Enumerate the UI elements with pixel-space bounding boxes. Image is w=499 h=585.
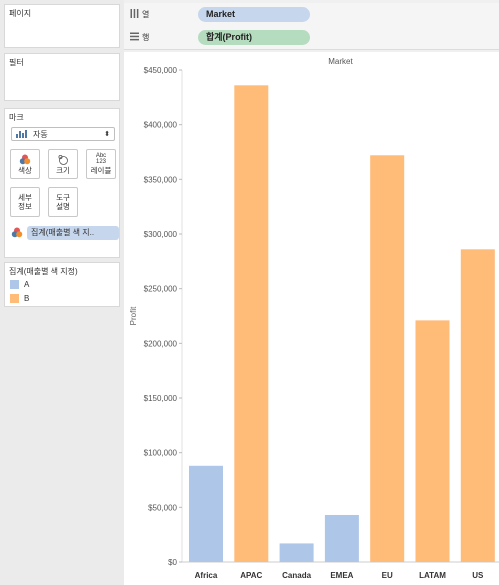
x-tick-label: APAC — [240, 571, 262, 580]
bar[interactable] — [370, 155, 405, 562]
rows-icon — [130, 32, 139, 43]
x-tick-label: LATAM — [419, 571, 446, 580]
color-field-pill[interactable]: 집계(매출별 색 지.. — [27, 226, 119, 240]
legend-label: A — [24, 280, 30, 289]
text-label-icon: Abc 123 — [95, 153, 107, 165]
x-tick-label: Canada — [282, 571, 311, 580]
x-tick-label: EU — [382, 571, 393, 580]
bar-chart-icon — [16, 130, 27, 138]
x-tick-label: Africa — [195, 571, 218, 580]
left-panel: 페이지 필터 마크 자동 ⬍ 색상 크기 Abc 123 레이블 세부 정보 도… — [0, 0, 124, 585]
profit-pill[interactable]: 합계(Profit) — [198, 30, 310, 45]
bar[interactable] — [324, 514, 359, 562]
y-tick-label: $400,000 — [144, 121, 178, 130]
bar[interactable] — [415, 320, 450, 562]
y-tick-label: $300,000 — [144, 230, 178, 239]
bar[interactable] — [460, 249, 495, 562]
color-button[interactable]: 색상 — [10, 149, 40, 179]
rows-shelf-label: 행 — [130, 32, 149, 43]
legend-swatch — [10, 294, 19, 303]
marks-title: 마크 — [9, 113, 24, 122]
color-label: 색상 — [18, 165, 32, 175]
rows-label-text: 행 — [142, 33, 150, 42]
y-tick-label: $0 — [168, 558, 177, 567]
mark-type-dropdown[interactable]: 자동 ⬍ — [11, 127, 115, 141]
y-tick-label: $100,000 — [144, 449, 178, 458]
color-field-row: 집계(매출별 색 지.. — [11, 226, 119, 240]
y-tick-label: $50,000 — [148, 503, 177, 512]
color-legend-card: 집계(매출별 색 지정) A B — [4, 262, 120, 307]
columns-shelf[interactable]: 열 Market — [124, 3, 499, 27]
filters-card[interactable]: 필터 — [4, 53, 120, 101]
legend-item[interactable]: A — [10, 280, 29, 289]
bar[interactable] — [189, 465, 223, 562]
marks-card: 마크 자동 ⬍ 색상 크기 Abc 123 레이블 세부 정보 도구 설명 — [4, 108, 120, 258]
pages-title: 페이지 — [9, 9, 32, 18]
y-tick-label: $350,000 — [144, 175, 178, 184]
label-label: 레이블 — [90, 166, 112, 175]
y-tick-label: $450,000 — [144, 66, 178, 75]
columns-icon — [130, 9, 139, 20]
label-button[interactable]: Abc 123 레이블 — [86, 149, 116, 179]
updown-caret-icon: ⬍ — [104, 131, 110, 138]
market-pill[interactable]: Market — [198, 7, 310, 22]
size-label: 크기 — [56, 165, 70, 175]
tooltip-button[interactable]: 도구 설명 — [48, 187, 78, 217]
legend-swatch — [10, 280, 19, 289]
size-button[interactable]: 크기 — [48, 149, 78, 179]
color-icon — [19, 154, 31, 165]
bar-chart: Market $0 $50,000 $100,000 $150,000 $200,000 $… — [129, 57, 499, 580]
columns-label-text: 열 — [142, 10, 150, 19]
filters-title: 필터 — [9, 58, 24, 67]
columns-shelf-label: 열 — [130, 9, 149, 20]
y-tick-label: $200,000 — [144, 339, 178, 348]
mark-type-value: 자동 — [33, 129, 48, 139]
legend-title: 집계(매출별 색 지정) — [9, 267, 78, 276]
chart-area: Market $0 $50,000 $100,000 $150,000 $200,000 $… — [124, 52, 499, 585]
legend-item[interactable]: B — [10, 294, 29, 303]
y-axis-label: Profit — [129, 306, 138, 325]
pages-card[interactable]: 페이지 — [4, 4, 120, 48]
bar[interactable] — [234, 85, 269, 562]
y-tick-label: $250,000 — [144, 285, 178, 294]
chart-title: Market — [328, 57, 353, 66]
size-icon — [57, 154, 69, 165]
detail-button[interactable]: 세부 정보 — [10, 187, 40, 217]
bar[interactable] — [279, 543, 314, 562]
color-encoding-icon — [11, 227, 23, 240]
rows-shelf[interactable]: 행 합계(Profit) — [124, 26, 499, 50]
x-tick-label: US — [472, 571, 484, 580]
y-tick-label: $150,000 — [144, 394, 178, 403]
legend-label: B — [24, 294, 30, 303]
x-tick-label: EMEA — [330, 571, 353, 580]
